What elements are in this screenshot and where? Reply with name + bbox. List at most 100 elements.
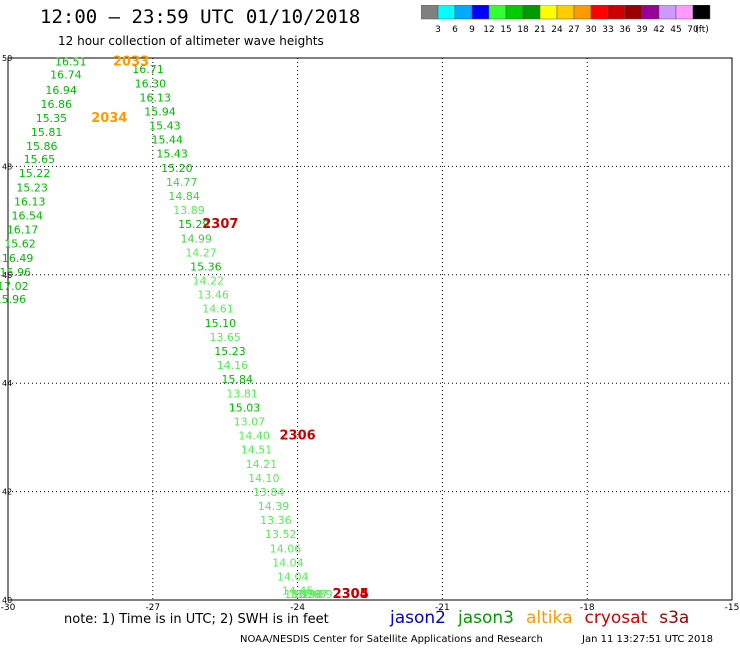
swh-point-label: 15.96 [0,293,26,306]
pass-time-label: 2305 [333,587,369,602]
swh-point-label: 14.16 [217,359,249,372]
wave-height-map: -30 -27 -24 -21 -18 -15 50 48 46 44 42 40 16.5116.74… [0,54,740,612]
swh-point-label: 16.51 [55,56,87,69]
swh-point-label: 15.20 [161,162,193,175]
swh-point-label: 14.84 [168,190,200,203]
swh-point-label: 14.39 [258,500,290,513]
swh-point-label: 15.65 [24,153,56,166]
swh-point-label: 15.84 [222,373,254,386]
y-tick-label: 44 [2,379,12,388]
legend-item-jason3: jason3 [458,608,514,628]
swh-point-label: 16.13 [139,91,171,104]
swh-point-label: 16.13 [14,195,46,208]
swh-point-label: 15.62 [4,238,36,251]
swh-point-label: 14.21 [246,458,278,471]
swh-point-label: 15.86 [26,140,58,153]
legend-item-s3a: s3a [659,608,690,628]
page-subtitle: 12 hour collection of altimeter wave hei… [58,34,324,48]
page-title: 12:00 – 23:59 UTC 01/10/2018 [40,6,361,28]
swh-point-label: 13.52 [265,528,297,541]
swh-point-label: 16.74 [50,69,82,82]
swh-point-label: 16.30 [135,77,167,90]
pass-time-label: 2306 [280,429,316,444]
colorbar-label: 6 [452,25,458,35]
swh-point-label: 13.46 [197,289,229,302]
x-tick-label: -27 [145,603,160,612]
x-tick-label: -18 [580,603,595,612]
x-tick-label: -21 [435,603,450,612]
colorbar-label: 15 [500,25,511,35]
swh-point-label: 14.77 [166,176,198,189]
colorbar-label: 18 [517,25,529,35]
swh-point-label: 14.27 [185,246,217,259]
swh-point-label: 14.99 [180,232,212,245]
y-tick-label: 40 [2,596,12,605]
x-tick-label: -15 [725,603,740,612]
swh-point-label: 16.86 [41,98,73,111]
colorbar-label: 36 [619,25,631,35]
swh-point-label: 16.17 [7,224,39,237]
legend-item-altika: altika [526,608,573,628]
swh-point-label: 15.43 [156,148,188,161]
swh-point-label: 16.54 [12,210,44,223]
swh-point-label: 13.89 [173,204,205,217]
legend-item-jason2: jason2 [390,608,446,628]
swh-point-label: 15.35 [36,112,68,125]
colorbar-label: 9 [469,25,475,35]
colorbar-label: 42 [653,25,664,35]
swh-point-label: 13.07 [234,415,266,428]
colorbar-label: 3 [435,25,441,35]
pass-time-label: 2034 [91,111,127,126]
colorbar-swatch [692,5,711,20]
swh-point-label: 13.65 [209,331,241,344]
colorbar-label: 39 [636,25,648,35]
swh-point-label: 14.61 [202,303,234,316]
swh-point-label: 15.81 [31,126,63,139]
colorbar-label: 12 [483,25,494,35]
swh-point-label: 13.36 [260,514,292,527]
swh-point-label: 13.81 [226,387,258,400]
swh-point-label: 16.49 [2,252,34,265]
swh-point-label: 12.97 [296,588,328,601]
pass-time-label: 2304 [333,587,369,602]
legend-item-cryosat: cryosat [584,608,648,628]
y-tick-label: 48 [2,162,12,171]
colorbar-label: 45 [670,25,681,35]
swh-point-label: 15.23 [214,345,246,358]
credit-line: NOAA/NESDIS Center for Satellite Applica… [240,634,543,645]
swh-point-label: 14.04 [272,556,304,569]
generated-timestamp: Jan 11 13:27:51 UTC 2018 [582,634,714,645]
y-tick-label: 46 [2,271,12,280]
swh-point-label: 15.29 [178,218,210,231]
swh-point-label: 14.45 [282,585,314,598]
pass-time-label: 2033 [113,55,149,70]
pass-time-label: 2307 [202,217,238,232]
swh-point-label: 14.04 [277,570,309,583]
swh-point-label: 14.40 [238,430,270,443]
swh-point-label: 15.23 [16,181,48,194]
swh-point-label: 15.03 [229,401,261,414]
swh-point-label: 13.89 [301,588,333,601]
swh-point-label: 14.51 [241,444,273,457]
colorbar-label: 21 [534,25,545,35]
swh-point-label: 17.02 [0,280,29,293]
colorbar-label: 30 [585,25,597,35]
swh-point-label: 15.94 [144,105,176,118]
y-tick-label: 50 [2,54,12,63]
colorbar-unit: (ft) [695,25,709,35]
satellite-legend: jason2 jason3 altika cryosat s3a [390,608,701,628]
footnote: note: 1) Time is in UTC; 2) SWH is in fe… [64,612,329,627]
color-scale-bar: 3 6 9 12 15 18 21 24 27 30 33 36 39 42 45 70(ft) [421,5,711,35]
swh-point-label: 15.36 [190,260,222,273]
y-tick-label: 42 [2,488,12,497]
swh-point-label: 14.22 [193,275,225,288]
swh-point-label: 16.94 [45,84,77,97]
swh-point-label: 16.71 [132,63,164,76]
colorbar-label: 33 [602,25,613,35]
plot-frame [7,57,733,601]
swh-point-label: 13.90 [292,588,324,601]
swh-point-label: 15.44 [152,134,184,147]
swh-point-label: 14.06 [270,542,302,555]
colorbar-label: 70 [687,25,699,35]
swh-point-label: 15.10 [205,317,237,330]
